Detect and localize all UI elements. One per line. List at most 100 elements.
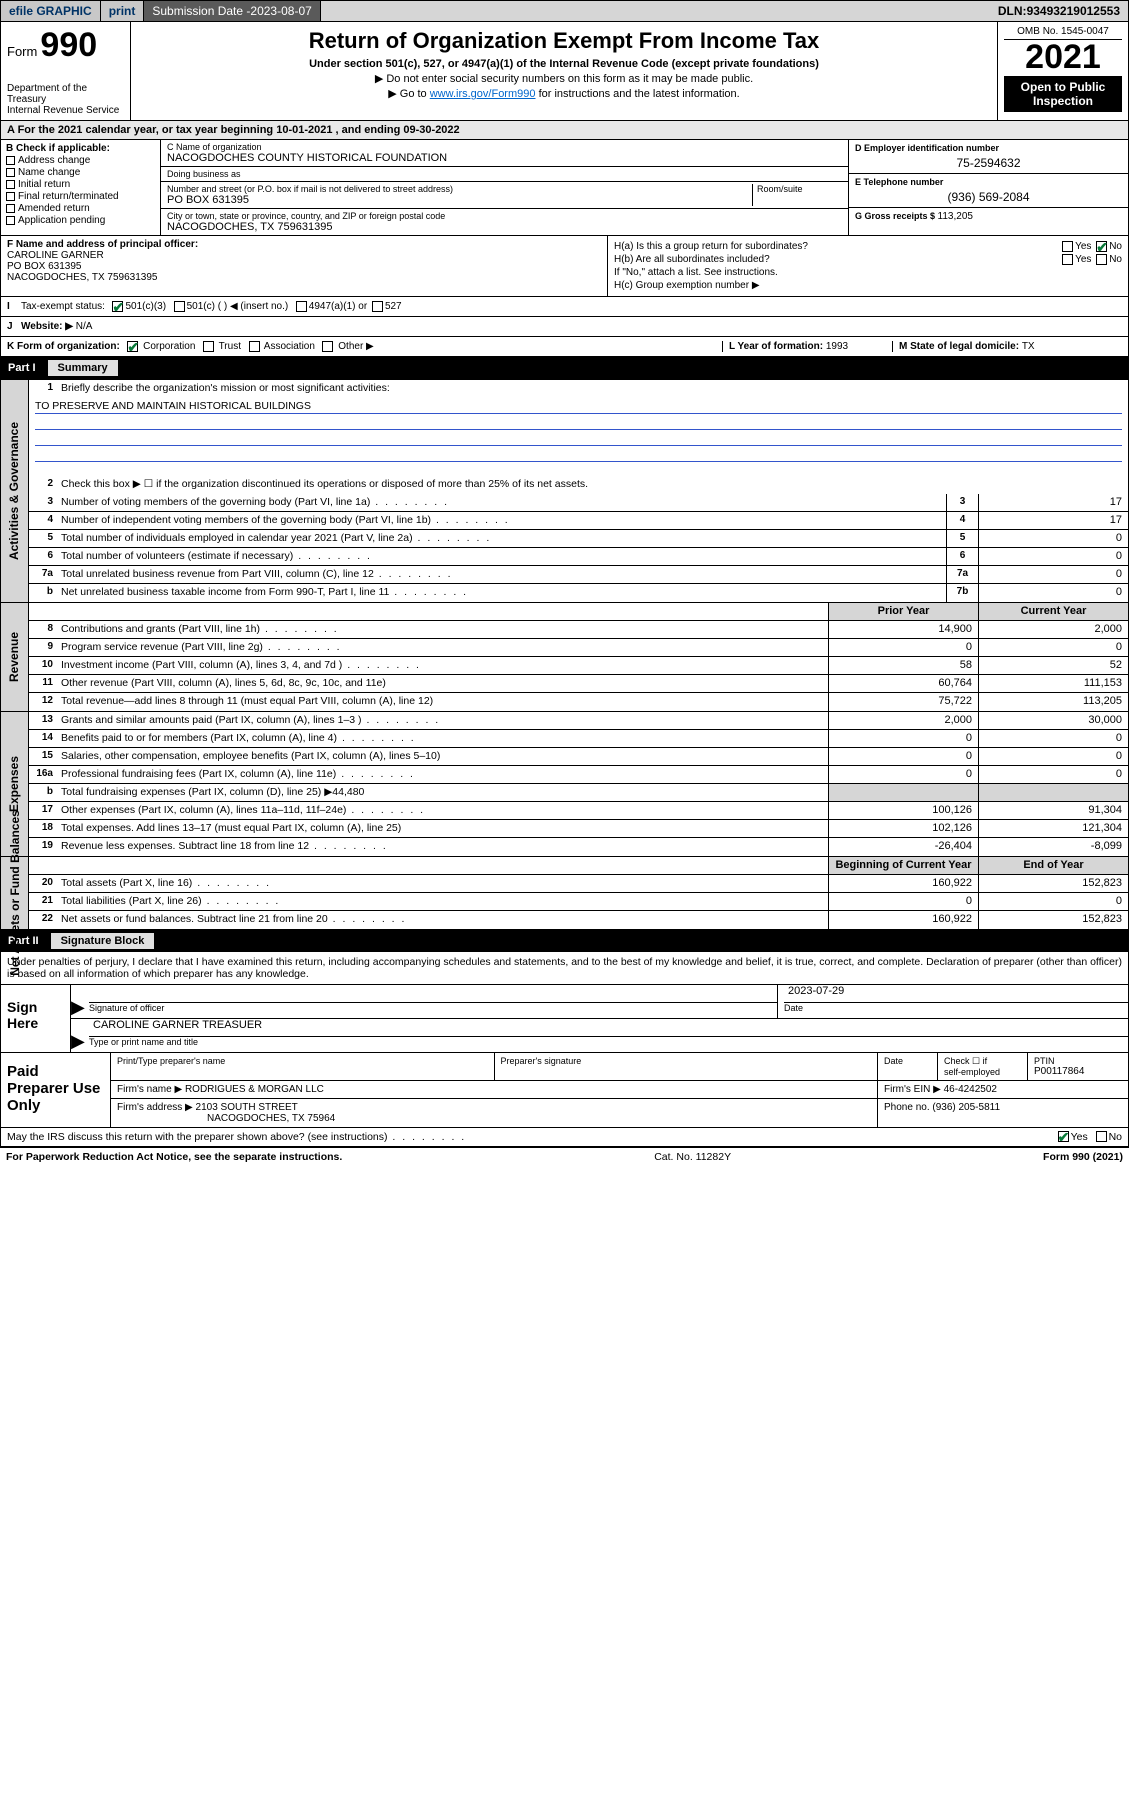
prep-row-1: Print/Type preparer's name Preparer's si… bbox=[111, 1053, 1128, 1081]
curr-val: 152,823 bbox=[978, 875, 1128, 892]
line-text: Other revenue (Part VIII, column (A), li… bbox=[57, 675, 828, 692]
firm-phone: (936) 205-5811 bbox=[932, 1102, 1000, 1113]
corp-check[interactable] bbox=[127, 341, 138, 352]
h-b-row: H(b) Are all subordinates included? Yes … bbox=[614, 254, 1122, 265]
4947-check[interactable] bbox=[296, 301, 307, 312]
row-j: J Website: ▶ N/A bbox=[0, 317, 1129, 337]
efile-button[interactable]: efile GRAPHIC bbox=[1, 1, 101, 21]
line-num: 4 bbox=[29, 512, 57, 529]
expenses-section: Expenses 13Grants and similar amounts pa… bbox=[0, 712, 1129, 857]
check-name-change[interactable]: Name change bbox=[6, 167, 155, 178]
line-text: Grants and similar amounts paid (Part IX… bbox=[57, 712, 828, 729]
line-num: 3 bbox=[29, 494, 57, 511]
tax-status-label: Tax-exempt status: bbox=[21, 301, 105, 312]
line-num: 16a bbox=[29, 766, 57, 783]
line-text: Salaries, other compensation, employee b… bbox=[57, 748, 828, 765]
period-begin: 10-01-2021 bbox=[276, 124, 332, 136]
line-20: 20Total assets (Part X, line 16)160,9221… bbox=[29, 875, 1128, 893]
gray-cell bbox=[978, 784, 1128, 801]
preparer-block: Paid Preparer Use Only Print/Type prepar… bbox=[0, 1053, 1129, 1128]
hb-no-check[interactable] bbox=[1096, 254, 1107, 265]
check-application-pending[interactable]: Application pending bbox=[6, 215, 155, 226]
line-val: 17 bbox=[978, 494, 1128, 511]
ha-yes-check[interactable] bbox=[1062, 241, 1073, 252]
501c-check[interactable] bbox=[174, 301, 185, 312]
line-15: 15Salaries, other compensation, employee… bbox=[29, 748, 1128, 766]
side-net-text: Net Assets or Fund Balances bbox=[8, 810, 22, 976]
street-value: PO BOX 631395 bbox=[167, 194, 752, 206]
prior-val: 0 bbox=[828, 748, 978, 765]
corp-label: Corporation bbox=[143, 341, 195, 352]
preparer-title: Paid Preparer Use Only bbox=[1, 1053, 111, 1127]
irs-link[interactable]: www.irs.gov/Form990 bbox=[430, 88, 536, 100]
sig-row-2: ▶ CAROLINE GARNER TREASUER Type or print… bbox=[71, 1019, 1128, 1052]
dba-label: Doing business as bbox=[167, 169, 842, 179]
501c3-check[interactable] bbox=[112, 301, 123, 312]
trust-check[interactable] bbox=[203, 341, 214, 352]
firm-ein: 46-4242502 bbox=[944, 1084, 997, 1095]
revenue-section: Revenue Prior Year Current Year 8Contrib… bbox=[0, 603, 1129, 712]
irs-label: Internal Revenue Service bbox=[7, 105, 124, 116]
line-19: 19Revenue less expenses. Subtract line 1… bbox=[29, 838, 1128, 856]
line-num: 17 bbox=[29, 802, 57, 819]
curr-val: 0 bbox=[978, 730, 1128, 747]
submission-value: 2023-08-07 bbox=[250, 4, 311, 18]
net-assets-section: Net Assets or Fund Balances Beginning of… bbox=[0, 857, 1129, 930]
527-check[interactable] bbox=[372, 301, 383, 312]
mission-blank-1 bbox=[35, 416, 1122, 430]
period-mid: , and ending bbox=[336, 124, 404, 136]
mission-blank-3 bbox=[35, 448, 1122, 462]
line-3: 3 Number of voting members of the govern… bbox=[29, 494, 1128, 512]
governance-section: Activities & Governance 1 Briefly descri… bbox=[0, 379, 1129, 603]
line-9: 9Program service revenue (Part VIII, lin… bbox=[29, 639, 1128, 657]
box-c: C Name of organization NACOGDOCHES COUNT… bbox=[161, 140, 848, 235]
curr-val: 0 bbox=[978, 766, 1128, 783]
line-num: 22 bbox=[29, 911, 57, 929]
h-a-row: H(a) Is this a group return for subordin… bbox=[614, 241, 1122, 252]
line-text: Other expenses (Part IX, column (A), lin… bbox=[57, 802, 828, 819]
check-address-change[interactable]: Address change bbox=[6, 155, 155, 166]
col-header-2: Beginning of Current Year End of Year bbox=[29, 857, 1128, 875]
officer-addr1: PO BOX 631395 bbox=[7, 261, 601, 272]
ha-no-check[interactable] bbox=[1096, 241, 1107, 252]
ein-value: 75-2594632 bbox=[855, 156, 1122, 170]
top-toolbar: efile GRAPHIC print Submission Date - 20… bbox=[0, 0, 1129, 22]
curr-val: 52 bbox=[978, 657, 1128, 674]
check-label: Address change bbox=[18, 155, 90, 166]
discuss-yes-check[interactable] bbox=[1058, 1131, 1069, 1142]
period-prefix: A For the 2021 calendar year, or tax yea… bbox=[7, 124, 276, 136]
other-check[interactable] bbox=[322, 341, 333, 352]
check-initial-return[interactable]: Initial return bbox=[6, 179, 155, 190]
discuss-text: May the IRS discuss this return with the… bbox=[7, 1131, 1056, 1143]
line-num: 12 bbox=[29, 693, 57, 711]
box-deg: D Employer identification number 75-2594… bbox=[848, 140, 1128, 235]
form-word: Form bbox=[7, 44, 37, 59]
discuss-no-check[interactable] bbox=[1096, 1131, 1107, 1142]
phone-value: (936) 569-2084 bbox=[855, 190, 1122, 204]
line-box: 3 bbox=[946, 494, 978, 511]
print-button[interactable]: print bbox=[101, 1, 145, 21]
line-num: 5 bbox=[29, 530, 57, 547]
side-gov-text: Activities & Governance bbox=[8, 422, 22, 560]
line-8: 8Contributions and grants (Part VIII, li… bbox=[29, 621, 1128, 639]
box-b-title: B Check if applicable: bbox=[6, 143, 155, 154]
501c3-label: 501(c)(3) bbox=[125, 301, 166, 312]
assoc-label: Association bbox=[264, 341, 315, 352]
prior-val: 58 bbox=[828, 657, 978, 674]
line-16a: 16aProfessional fundraising fees (Part I… bbox=[29, 766, 1128, 784]
domicile-label: M State of legal domicile: bbox=[899, 341, 1022, 352]
assoc-check[interactable] bbox=[249, 341, 260, 352]
sign-here-block: Sign Here ▶ Signature of officer 2023-07… bbox=[0, 985, 1129, 1053]
check-final-return[interactable]: Final return/terminated bbox=[6, 191, 155, 202]
check-label: Amended return bbox=[18, 203, 90, 214]
officer-name-label: Type or print name and title bbox=[89, 1037, 1128, 1047]
line-num: 20 bbox=[29, 875, 57, 892]
prior-val: 0 bbox=[828, 766, 978, 783]
check-amended[interactable]: Amended return bbox=[6, 203, 155, 214]
line-text: Total number of individuals employed in … bbox=[57, 530, 946, 547]
hb-yes-check[interactable] bbox=[1062, 254, 1073, 265]
curr-val: 121,304 bbox=[978, 820, 1128, 837]
firm-addr-label: Firm's address ▶ bbox=[117, 1102, 196, 1113]
firm-label: Firm's name ▶ bbox=[117, 1084, 185, 1095]
city-row: City or town, state or province, country… bbox=[161, 209, 848, 235]
